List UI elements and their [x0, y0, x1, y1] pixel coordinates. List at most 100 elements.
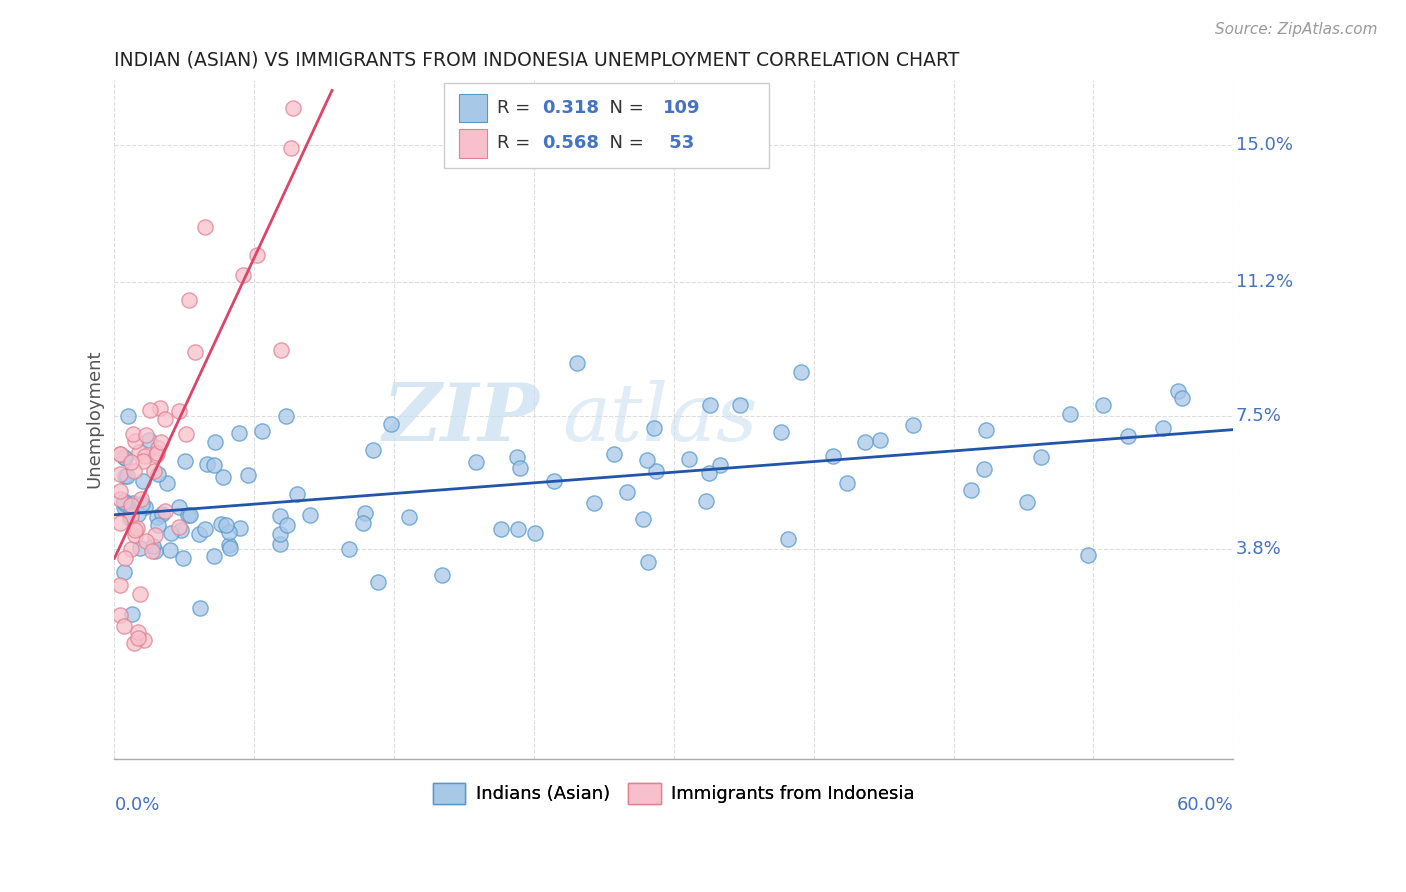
- Point: [508, 522, 530, 536]
- Point: [643, 421, 665, 435]
- Text: 3.8%: 3.8%: [1236, 541, 1281, 558]
- Point: [616, 484, 638, 499]
- Point: [1152, 421, 1174, 435]
- FancyBboxPatch shape: [458, 129, 486, 158]
- Point: [134, 450, 156, 464]
- Text: 0.0%: 0.0%: [114, 797, 160, 814]
- Point: [770, 425, 793, 440]
- Point: [179, 508, 201, 523]
- Point: [491, 522, 513, 536]
- Text: R =: R =: [498, 135, 536, 153]
- Point: [202, 458, 225, 473]
- Y-axis label: Unemployment: Unemployment: [86, 350, 103, 489]
- Text: 60.0%: 60.0%: [1177, 797, 1233, 814]
- Point: [135, 427, 157, 442]
- Point: [129, 491, 152, 506]
- Point: [153, 504, 176, 518]
- Point: [112, 450, 135, 464]
- Point: [121, 607, 143, 622]
- Point: [112, 565, 135, 579]
- Point: [250, 424, 273, 438]
- Point: [637, 555, 659, 569]
- Point: [124, 434, 146, 448]
- Point: [112, 493, 135, 508]
- Point: [120, 542, 142, 557]
- Point: [361, 443, 384, 458]
- Point: [543, 475, 565, 489]
- Point: [195, 457, 218, 471]
- Point: [367, 574, 389, 589]
- Point: [823, 449, 845, 463]
- Point: [138, 433, 160, 447]
- Point: [145, 510, 167, 524]
- Point: [959, 483, 981, 497]
- Point: [108, 607, 131, 622]
- Point: [108, 578, 131, 592]
- Point: [108, 467, 131, 481]
- Point: [269, 526, 291, 541]
- Point: [114, 469, 136, 483]
- Point: [146, 467, 169, 481]
- Point: [122, 464, 145, 478]
- Point: [146, 517, 169, 532]
- Point: [156, 475, 179, 490]
- Point: [973, 462, 995, 476]
- FancyBboxPatch shape: [444, 83, 769, 168]
- Point: [120, 498, 142, 512]
- Point: [631, 512, 654, 526]
- Point: [114, 450, 136, 465]
- Point: [228, 425, 250, 440]
- Point: [202, 549, 225, 563]
- Point: [236, 468, 259, 483]
- Text: 15.0%: 15.0%: [1236, 136, 1292, 153]
- Point: [1092, 398, 1115, 412]
- Point: [699, 398, 721, 412]
- Point: [778, 533, 800, 547]
- Point: [974, 423, 997, 437]
- Point: [214, 517, 236, 532]
- Point: [209, 517, 232, 532]
- Point: [143, 528, 166, 542]
- Point: [143, 543, 166, 558]
- Text: 0.318: 0.318: [541, 99, 599, 117]
- Point: [232, 268, 254, 282]
- Point: [1118, 429, 1140, 443]
- Text: 7.5%: 7.5%: [1236, 407, 1281, 425]
- Point: [509, 461, 531, 475]
- Point: [398, 510, 420, 524]
- Point: [127, 521, 149, 535]
- Point: [274, 409, 297, 423]
- Point: [143, 464, 166, 478]
- Point: [270, 343, 292, 358]
- Point: [142, 539, 165, 553]
- Point: [122, 636, 145, 650]
- Text: atlas: atlas: [562, 380, 758, 458]
- Point: [603, 447, 626, 461]
- Point: [1059, 407, 1081, 421]
- Point: [194, 220, 217, 235]
- Point: [1015, 494, 1038, 508]
- Text: R =: R =: [498, 99, 536, 117]
- Text: 109: 109: [662, 99, 700, 117]
- Point: [114, 497, 136, 511]
- Point: [506, 450, 529, 464]
- Point: [276, 518, 298, 533]
- Text: Source: ZipAtlas.com: Source: ZipAtlas.com: [1215, 22, 1378, 37]
- Point: [128, 445, 150, 459]
- Point: [120, 511, 142, 525]
- Point: [149, 401, 172, 415]
- Point: [127, 507, 149, 521]
- Point: [218, 524, 240, 539]
- Point: [285, 487, 308, 501]
- Point: [149, 435, 172, 450]
- Point: [127, 624, 149, 639]
- Point: [167, 500, 190, 514]
- Point: [112, 494, 135, 508]
- Point: [246, 248, 269, 262]
- Point: [218, 538, 240, 552]
- Point: [728, 398, 751, 412]
- Point: [790, 365, 813, 379]
- Point: [523, 525, 546, 540]
- Point: [170, 523, 193, 537]
- Point: [204, 435, 226, 450]
